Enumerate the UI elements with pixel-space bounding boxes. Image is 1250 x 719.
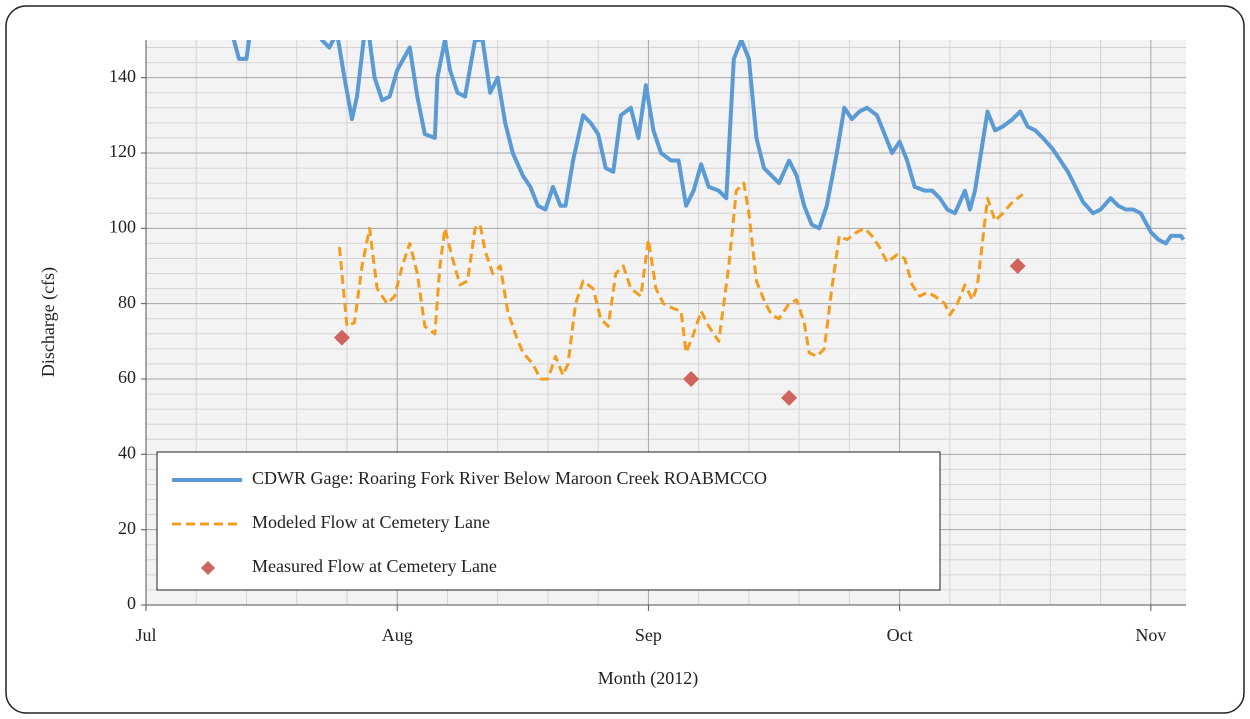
x-axis-label: Month (2012) (598, 668, 699, 689)
data-point (683, 371, 700, 387)
x-tick-label: Oct (887, 625, 913, 645)
y-tick-label: 80 (118, 292, 136, 312)
data-line (231, 40, 1186, 246)
x-tick-label: Jul (135, 625, 156, 645)
x-tick-label: Nov (1135, 625, 1166, 645)
legend-label: Modeled Flow at Cemetery Lane (252, 512, 490, 532)
y-tick-label: 60 (118, 367, 136, 387)
y-tick-label: 20 (118, 518, 136, 538)
data-point (1009, 258, 1026, 274)
x-tick-label: Sep (635, 625, 662, 645)
x-tick-label: Aug (382, 625, 413, 645)
data-point (333, 329, 350, 346)
data-point (781, 389, 798, 406)
y-tick-label: 140 (109, 66, 136, 86)
legend-label: CDWR Gage: Roaring Fork River Below Maro… (252, 468, 767, 488)
legend: CDWR Gage: Roaring Fork River Below Maro… (156, 451, 941, 591)
legend-label: Measured Flow at Cemetery Lane (252, 556, 497, 576)
axes: 0 20 40 60 80 100 120 140 Jul Aug Sep Oct Nov (109, 40, 1186, 645)
y-tick-label: 40 (118, 442, 136, 462)
marks (231, 40, 1186, 406)
y-tick-label: 120 (109, 141, 136, 161)
legend-box (156, 451, 941, 591)
y-tick-label: 0 (127, 593, 136, 613)
data-line (337, 181, 1024, 381)
y-axis-label: Discharge (cfs) (38, 267, 59, 377)
legend-marker (201, 561, 215, 575)
y-tick-label: 100 (109, 216, 136, 236)
